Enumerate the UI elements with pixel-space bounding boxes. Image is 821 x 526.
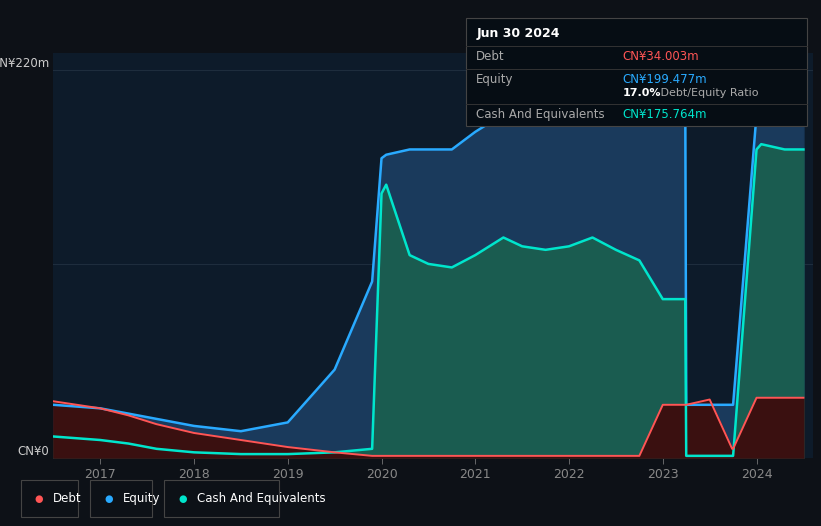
Text: Debt/Equity Ratio: Debt/Equity Ratio [657, 88, 759, 98]
Text: CN¥34.003m: CN¥34.003m [622, 50, 699, 63]
Text: CN¥175.764m: CN¥175.764m [622, 108, 707, 120]
Text: ●: ● [104, 493, 112, 504]
Text: ●: ● [34, 493, 43, 504]
Text: Jun 30 2024: Jun 30 2024 [476, 27, 560, 40]
Text: Equity: Equity [123, 492, 161, 505]
Text: CN¥220m: CN¥220m [0, 57, 49, 70]
Text: Equity: Equity [476, 74, 514, 86]
Text: ●: ● [178, 493, 186, 504]
Text: Cash And Equivalents: Cash And Equivalents [197, 492, 326, 505]
Text: Debt: Debt [476, 50, 505, 63]
Text: 17.0%: 17.0% [622, 88, 661, 98]
Text: CN¥199.477m: CN¥199.477m [622, 74, 707, 86]
Text: Cash And Equivalents: Cash And Equivalents [476, 108, 605, 120]
Text: Debt: Debt [53, 492, 82, 505]
Text: CN¥0: CN¥0 [18, 444, 49, 458]
